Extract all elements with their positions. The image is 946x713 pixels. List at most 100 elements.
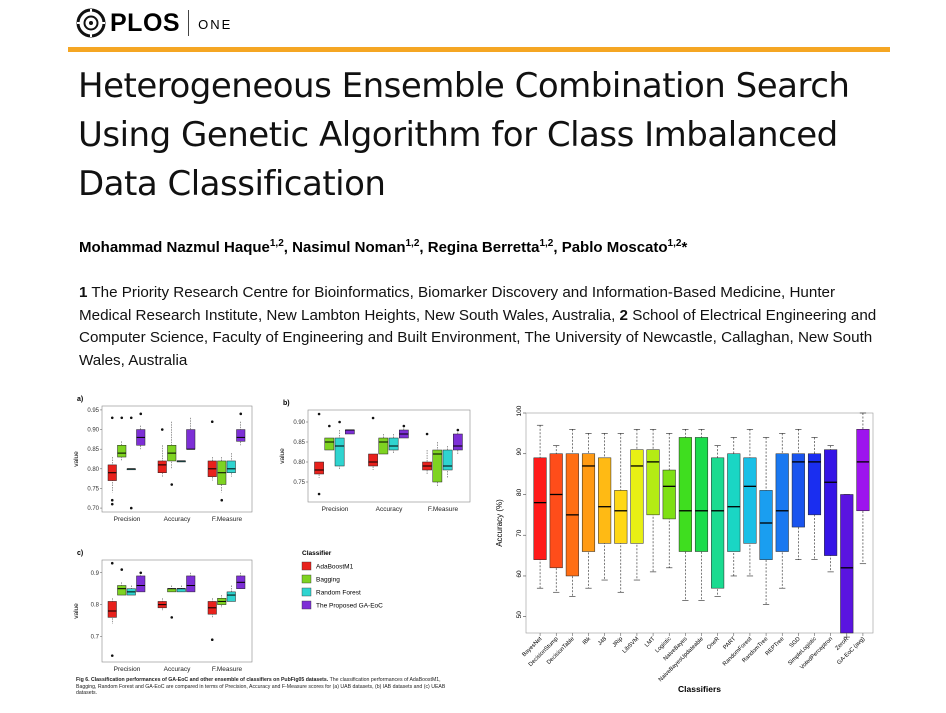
box	[549, 453, 563, 569]
box	[186, 429, 196, 450]
box	[598, 457, 612, 544]
author-affil-sup: 1,2	[667, 238, 682, 249]
y-tick-label: 0.75	[87, 486, 99, 492]
x-tick-label: IBk	[582, 636, 592, 646]
outlier-point	[120, 568, 124, 571]
box	[226, 460, 236, 473]
panel-frame	[101, 405, 253, 513]
legend-item-label: Random Forest	[316, 590, 361, 597]
affiliations: 1 The Priority Research Centre for Bioin…	[79, 282, 879, 372]
box	[775, 453, 789, 552]
box	[581, 453, 596, 552]
x-tick-label: Accuracy	[164, 666, 191, 673]
figure-caption-title: Fig 6. Classification performances of GA…	[76, 677, 329, 683]
outlier-point	[170, 483, 174, 486]
y-axis-label: value	[73, 603, 80, 619]
y-tick-label: 0.80	[87, 467, 99, 473]
x-tick-label: JRip	[612, 636, 624, 648]
x-tick-label: Precision	[322, 506, 349, 513]
legend-swatch	[301, 600, 312, 610]
author-name: Mohammad Nazmul Haque	[79, 239, 270, 256]
box	[711, 457, 725, 589]
panel-label: a)	[77, 396, 83, 403]
outlier-point	[110, 502, 114, 506]
x-tick-label: LibSVM	[622, 636, 641, 655]
outlier-point	[402, 424, 406, 428]
outlier-point	[139, 571, 143, 575]
box	[807, 453, 822, 516]
y-tick-label: 0.90	[87, 428, 99, 434]
journal-logo: PLOS ONE	[76, 6, 232, 40]
y-tick-label: 0.9	[91, 571, 100, 577]
panel-frame	[101, 559, 253, 663]
box	[662, 469, 676, 520]
affil-number: 2	[619, 306, 628, 324]
box	[630, 449, 644, 544]
ensemble-boxplot-figure: a) 0.70 0.75 0.80 0.85 0.90 0.95 value Precision…	[73, 396, 471, 673]
y-tick-label: 100	[516, 405, 523, 416]
outlier-point	[220, 498, 224, 502]
box	[388, 437, 399, 451]
corresponding-mark: *	[681, 239, 688, 256]
x-tick-label: OneR	[706, 636, 721, 651]
y-tick-label: 70	[516, 529, 523, 537]
affil-text: The Priority Research Centre for Bioinfo…	[79, 284, 836, 324]
author-affil-sup: 1,2	[539, 238, 554, 249]
legend-swatch	[301, 587, 312, 597]
x-tick-label: Accuracy	[164, 516, 191, 523]
logo-divider	[188, 10, 190, 36]
author-list: Mohammad Nazmul Haque1,2, Nasimul Noman1…	[79, 238, 688, 256]
y-tick-label: 80	[516, 488, 523, 496]
outlier-point	[110, 416, 114, 420]
outlier-point	[456, 428, 460, 432]
legend-swatch	[301, 561, 312, 571]
box	[743, 457, 757, 544]
figure-caption: Fig 6. Classification performances of GA…	[76, 677, 456, 697]
outlier-point	[110, 498, 114, 502]
box	[442, 449, 453, 471]
y-tick-label: 90	[516, 448, 523, 456]
x-tick-label: J48	[597, 636, 608, 647]
y-tick-label: 50	[516, 611, 523, 619]
x-tick-label: F.Measure	[212, 516, 243, 523]
x-tick-label: LMT	[644, 636, 657, 649]
legend-item-label: The Proposed GA-EoC	[316, 603, 383, 610]
box	[646, 449, 660, 516]
y-tick-label: 60	[516, 570, 523, 578]
outlier-point	[110, 561, 114, 565]
y-tick-label: 0.85	[293, 440, 305, 446]
box	[107, 601, 117, 618]
x-tick-label: Precision	[114, 666, 141, 673]
box	[368, 453, 378, 467]
outlier-point	[170, 616, 174, 619]
box	[186, 575, 196, 593]
outlier-point	[328, 424, 331, 428]
x-tick-label: Precision	[114, 516, 141, 523]
x-tick-label: F.Measure	[428, 506, 459, 513]
outlier-point	[160, 428, 164, 431]
outlier-point	[210, 420, 214, 424]
box	[324, 437, 335, 451]
outlier-point	[129, 506, 133, 510]
x-tick-label: F.Measure	[212, 666, 243, 673]
figure-caption-text: The classification performances of AdaBo…	[76, 677, 446, 697]
outlier-point	[371, 416, 375, 420]
outlier-point	[425, 432, 429, 436]
box	[432, 449, 443, 483]
legend-item-label: AdaBoostM1	[316, 564, 354, 571]
y-tick-label: 0.90	[293, 420, 305, 426]
outlier-point	[338, 420, 341, 424]
y-tick-label: 0.7	[91, 635, 100, 641]
author-name: Nasimul Noman	[292, 239, 406, 256]
box	[759, 490, 773, 560]
outlier-point	[139, 412, 143, 416]
author-affil-sup: 1,2	[405, 238, 420, 249]
box	[236, 429, 246, 442]
y-axis-label: Accuracy (%)	[495, 499, 504, 547]
box	[533, 457, 547, 560]
y-tick-label: 0.75	[293, 480, 305, 486]
box	[453, 433, 463, 451]
box	[334, 437, 345, 467]
box	[840, 494, 854, 634]
author-name: Pablo Moscato	[561, 239, 668, 256]
